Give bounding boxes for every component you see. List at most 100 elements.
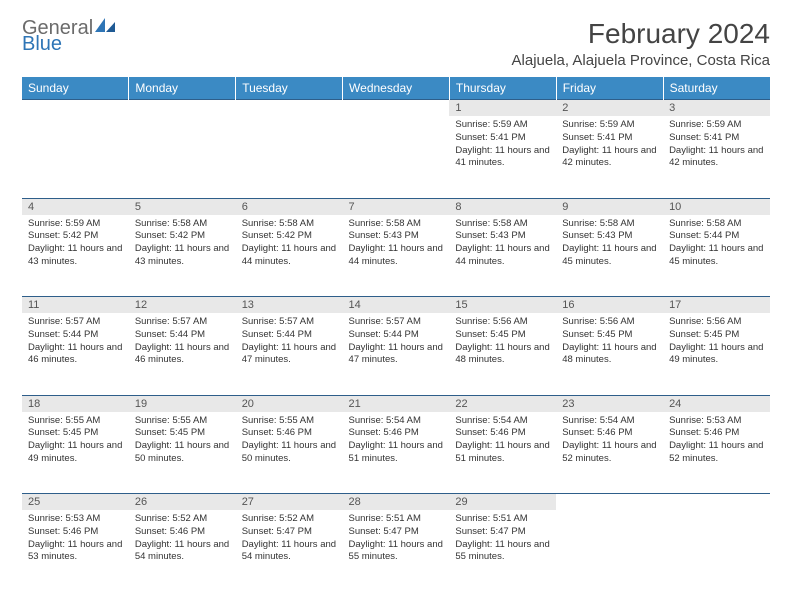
calendar-table: SundayMondayTuesdayWednesdayThursdayFrid… [22,77,770,592]
day-content-cell: Sunrise: 5:55 AMSunset: 5:45 PMDaylight:… [22,412,129,494]
day-header: Sunday [22,77,129,100]
sunset-text: Sunset: 5:42 PM [28,230,123,243]
sunset-text: Sunset: 5:44 PM [669,230,764,243]
day-number-cell: 19 [129,395,236,412]
day-content-cell: Sunrise: 5:54 AMSunset: 5:46 PMDaylight:… [343,412,450,494]
day-number-cell: 15 [449,297,556,314]
sunrise-text: Sunrise: 5:59 AM [669,119,764,132]
header: General Blue February 2024 Alajuela, Ala… [22,18,770,69]
day-header: Friday [556,77,663,100]
daylight-text: Daylight: 11 hours and 44 minutes. [242,243,337,269]
sunset-text: Sunset: 5:44 PM [242,329,337,342]
month-title: February 2024 [512,18,770,50]
day-number-cell [236,100,343,117]
sunset-text: Sunset: 5:45 PM [135,427,230,440]
day-number-cell: 17 [663,297,770,314]
sunset-text: Sunset: 5:42 PM [242,230,337,243]
day-content-cell: Sunrise: 5:55 AMSunset: 5:46 PMDaylight:… [236,412,343,494]
sunrise-text: Sunrise: 5:57 AM [135,316,230,329]
daylight-text: Daylight: 11 hours and 55 minutes. [455,539,550,565]
day-number-cell: 10 [663,198,770,215]
daylight-text: Daylight: 11 hours and 43 minutes. [28,243,123,269]
sunrise-text: Sunrise: 5:56 AM [562,316,657,329]
day-number-cell: 21 [343,395,450,412]
sunrise-text: Sunrise: 5:54 AM [349,415,444,428]
day-number-row: 123 [22,100,770,117]
title-block: February 2024 Alajuela, Alajuela Provinc… [512,18,770,69]
day-content-cell: Sunrise: 5:58 AMSunset: 5:42 PMDaylight:… [236,215,343,297]
day-number-cell: 9 [556,198,663,215]
day-content-cell: Sunrise: 5:54 AMSunset: 5:46 PMDaylight:… [449,412,556,494]
daylight-text: Daylight: 11 hours and 46 minutes. [28,342,123,368]
sunset-text: Sunset: 5:45 PM [28,427,123,440]
daylight-text: Daylight: 11 hours and 50 minutes. [242,440,337,466]
daylight-text: Daylight: 11 hours and 46 minutes. [135,342,230,368]
day-number-cell: 20 [236,395,343,412]
daylight-text: Daylight: 11 hours and 48 minutes. [562,342,657,368]
daylight-text: Daylight: 11 hours and 54 minutes. [242,539,337,565]
day-number-cell: 11 [22,297,129,314]
day-number-cell: 25 [22,494,129,511]
day-content-cell [556,510,663,592]
day-content-cell: Sunrise: 5:54 AMSunset: 5:46 PMDaylight:… [556,412,663,494]
daylight-text: Daylight: 11 hours and 49 minutes. [28,440,123,466]
day-content-cell: Sunrise: 5:56 AMSunset: 5:45 PMDaylight:… [449,313,556,395]
sunrise-text: Sunrise: 5:58 AM [669,218,764,231]
daylight-text: Daylight: 11 hours and 48 minutes. [455,342,550,368]
day-content-cell: Sunrise: 5:53 AMSunset: 5:46 PMDaylight:… [22,510,129,592]
daylight-text: Daylight: 11 hours and 42 minutes. [562,145,657,171]
day-number-row: 11121314151617 [22,297,770,314]
day-number-cell: 6 [236,198,343,215]
day-content-cell: Sunrise: 5:51 AMSunset: 5:47 PMDaylight:… [449,510,556,592]
calendar-body: 123Sunrise: 5:59 AMSunset: 5:41 PMDaylig… [22,100,770,593]
sunset-text: Sunset: 5:42 PM [135,230,230,243]
day-number-cell [22,100,129,117]
day-body-row: Sunrise: 5:53 AMSunset: 5:46 PMDaylight:… [22,510,770,592]
sunset-text: Sunset: 5:46 PM [242,427,337,440]
day-body-row: Sunrise: 5:59 AM Sunset: 5:41 PMDaylight:… [22,116,770,198]
sunset-text: Sunset: 5:45 PM [669,329,764,342]
day-content-cell: Sunrise: 5:52 AMSunset: 5:46 PMDaylight:… [129,510,236,592]
day-content-cell [343,116,450,198]
day-number-cell: 22 [449,395,556,412]
day-header: Monday [129,77,236,100]
sunset-text: Sunset: 5:46 PM [562,427,657,440]
daylight-text: Daylight: 11 hours and 47 minutes. [242,342,337,368]
daylight-text: Daylight: 11 hours and 44 minutes. [455,243,550,269]
day-content-cell: Sunrise: 5:51 AMSunset: 5:47 PMDaylight:… [343,510,450,592]
day-content-cell [663,510,770,592]
day-number-cell [343,100,450,117]
day-content-cell: Sunrise: 5:59 AMSunset: 5:41 PMDaylight:… [449,116,556,198]
sunset-text: Sunset: 5:41 PM [562,132,657,145]
day-content-cell: Sunrise: 5:52 AMSunset: 5:47 PMDaylight:… [236,510,343,592]
daylight-text: Daylight: 11 hours and 43 minutes. [135,243,230,269]
daylight-text: Daylight: 11 hours and 52 minutes. [562,440,657,466]
sunrise-text: Sunrise: 5:56 AM [455,316,550,329]
day-number-cell: 3 [663,100,770,117]
day-number-cell: 16 [556,297,663,314]
day-number-cell: 7 [343,198,450,215]
day-content-cell: Sunrise: 5:57 AMSunset: 5:44 PMDaylight:… [236,313,343,395]
sunrise-text: Sunrise: 5:59 AM [455,119,550,132]
day-number-row: 45678910 [22,198,770,215]
day-number-cell: 27 [236,494,343,511]
sunrise-text: Sunrise: 5:57 AM [349,316,444,329]
day-content-cell: Sunrise: 5:58 AMSunset: 5:42 PMDaylight:… [129,215,236,297]
day-body-row: Sunrise: 5:55 AMSunset: 5:45 PMDaylight:… [22,412,770,494]
day-content-cell: Sunrise: 5:57 AMSunset: 5:44 PMDaylight:… [22,313,129,395]
sunset-text: Sunset: 5:43 PM [455,230,550,243]
sunset-text: Sunset: 5:46 PM [349,427,444,440]
day-number-cell: 8 [449,198,556,215]
day-content-cell [129,116,236,198]
sunrise-text: Sunrise: 5:57 AM [28,316,123,329]
day-number-row: 2526272829 [22,494,770,511]
logo-text-block: General Blue [22,18,117,54]
daylight-text: Daylight: 11 hours and 50 minutes. [135,440,230,466]
day-header: Saturday [663,77,770,100]
daylight-text: Daylight: 11 hours and 51 minutes. [349,440,444,466]
daylight-text: Daylight: 11 hours and 54 minutes. [135,539,230,565]
sunrise-text: Sunrise: 5:54 AM [455,415,550,428]
day-number-cell: 24 [663,395,770,412]
sunrise-text: Sunrise: 5:59 AM [28,218,123,231]
day-number-cell: 18 [22,395,129,412]
